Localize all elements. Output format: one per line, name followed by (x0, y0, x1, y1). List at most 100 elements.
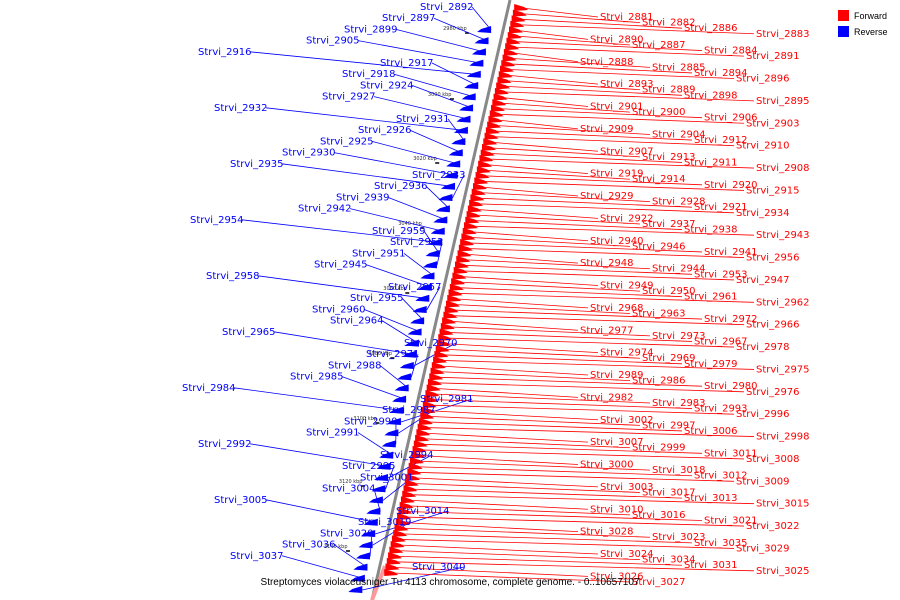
reverse-gene-label[interactable]: Strvi_2905 (306, 36, 360, 47)
reverse-gene-label[interactable]: Strvi_2988 (328, 360, 382, 371)
forward-gene-label[interactable]: Strvi_2913 (642, 152, 696, 163)
reverse-gene-label[interactable]: Strvi_2958 (206, 271, 260, 282)
reverse-gene-label[interactable]: Strvi_2981 (420, 394, 474, 405)
reverse-gene-label[interactable]: Strvi_2970 (404, 338, 458, 349)
reverse-gene-label[interactable]: Strvi_2924 (360, 80, 414, 91)
reverse-gene-label[interactable]: Strvi_2987 (382, 405, 436, 416)
forward-gene-label[interactable]: Strvi_3024 (600, 549, 654, 560)
forward-gene-label[interactable]: Strvi_3002 (600, 415, 654, 426)
reverse-gene-label[interactable]: Strvi_2985 (290, 372, 344, 383)
forward-gene-label[interactable]: Strvi_2950 (642, 286, 696, 297)
forward-gene-label[interactable]: Strvi_3008 (746, 454, 800, 465)
forward-gene-label[interactable]: Strvi_2915 (746, 185, 800, 196)
forward-gene-label[interactable]: Strvi_2908 (756, 163, 810, 174)
forward-gene-label[interactable]: Strvi_3000 (580, 460, 634, 471)
reverse-gene-label[interactable]: Strvi_3036 (282, 540, 336, 551)
reverse-gene-label[interactable]: Strvi_2930 (282, 148, 336, 159)
reverse-gene-label[interactable]: Strvi_2933 (412, 170, 466, 181)
forward-gene-label[interactable]: Strvi_2893 (600, 79, 654, 90)
reverse-gene-label[interactable]: Strvi_2935 (230, 159, 284, 170)
forward-gene-label[interactable]: Strvi_2997 (642, 420, 696, 431)
forward-gene-label[interactable]: Strvi_2904 (652, 129, 706, 140)
forward-gene-label[interactable]: Strvi_3013 (684, 493, 738, 504)
forward-gene-label[interactable]: Strvi_3007 (590, 437, 644, 448)
forward-gene-label[interactable]: Strvi_2885 (652, 62, 706, 73)
forward-gene-label[interactable]: Strvi_3022 (746, 521, 800, 532)
forward-gene-label[interactable]: Strvi_2890 (590, 34, 644, 45)
forward-gene-label[interactable]: Strvi_2966 (746, 320, 800, 331)
reverse-gene-label[interactable]: Strvi_2984 (182, 383, 236, 394)
forward-gene-label[interactable]: Strvi_3018 (652, 465, 706, 476)
forward-gene-label[interactable]: Strvi_3026 (590, 571, 644, 582)
reverse-gene-label[interactable]: Strvi_3037 (230, 551, 284, 562)
reverse-gene-label[interactable]: Strvi_2990 (344, 416, 398, 427)
forward-gene-label[interactable]: Strvi_3010 (590, 504, 644, 515)
forward-gene-label[interactable]: Strvi_2979 (684, 359, 738, 370)
forward-gene-label[interactable]: Strvi_2889 (642, 85, 696, 96)
forward-gene-label[interactable]: Strvi_2943 (756, 230, 810, 241)
reverse-gene-label[interactable]: Strvi_2892 (420, 2, 474, 13)
forward-gene-label[interactable]: Strvi_3023 (652, 532, 706, 543)
forward-gene-label[interactable]: Strvi_2886 (684, 23, 738, 34)
forward-gene-label[interactable]: Strvi_2887 (632, 40, 686, 51)
forward-gene-label[interactable]: Strvi_3009 (736, 476, 790, 487)
reverse-gene-label[interactable]: Strvi_3004 (322, 484, 376, 495)
forward-gene-label[interactable]: Strvi_2894 (694, 68, 748, 79)
forward-gene-label[interactable]: Strvi_2938 (684, 225, 738, 236)
reverse-gene-label[interactable]: Strvi_2965 (222, 327, 276, 338)
forward-gene-label[interactable]: Strvi_2947 (736, 275, 790, 286)
reverse-gene-label[interactable]: Strvi_2971 (366, 349, 420, 360)
forward-gene-label[interactable]: Strvi_2912 (694, 135, 748, 146)
reverse-gene-label[interactable]: Strvi_3005 (214, 495, 268, 506)
forward-gene-label[interactable]: Strvi_2910 (736, 141, 790, 152)
reverse-gene-label[interactable]: Strvi_2927 (322, 92, 376, 103)
forward-gene-label[interactable]: Strvi_2999 (632, 443, 686, 454)
forward-gene-label[interactable]: Strvi_2896 (736, 74, 790, 85)
forward-gene-label[interactable]: Strvi_3006 (684, 426, 738, 437)
forward-gene-label[interactable]: Strvi_3016 (632, 510, 686, 521)
forward-gene-label[interactable]: Strvi_2901 (590, 102, 644, 113)
reverse-gene-label[interactable]: Strvi_2897 (382, 13, 436, 24)
forward-gene-label[interactable]: Strvi_3011 (704, 448, 758, 459)
forward-gene-label[interactable]: Strvi_2883 (756, 29, 810, 40)
forward-gene-label[interactable]: Strvi_2996 (736, 409, 790, 420)
forward-gene-label[interactable]: Strvi_2929 (580, 191, 634, 202)
forward-gene-label[interactable]: Strvi_2978 (736, 342, 790, 353)
forward-gene-label[interactable]: Strvi_2989 (590, 370, 644, 381)
forward-gene-label[interactable]: Strvi_2884 (704, 46, 758, 57)
forward-gene-label[interactable]: Strvi_3027 (632, 577, 686, 588)
reverse-gene-label[interactable]: Strvi_2952 (390, 237, 444, 248)
forward-gene-label[interactable]: Strvi_2962 (756, 297, 810, 308)
forward-gene-label[interactable]: Strvi_2956 (746, 253, 800, 264)
forward-gene-label[interactable]: Strvi_2881 (600, 12, 654, 23)
forward-gene-label[interactable]: Strvi_2977 (580, 325, 634, 336)
forward-gene-label[interactable]: Strvi_2909 (580, 124, 634, 135)
reverse-gene-label[interactable]: Strvi_2926 (358, 125, 412, 136)
forward-gene-label[interactable]: Strvi_2941 (704, 247, 758, 258)
forward-gene-label[interactable]: Strvi_2968 (590, 303, 644, 314)
reverse-gene-label[interactable]: Strvi_2925 (320, 136, 374, 147)
forward-gene-label[interactable]: Strvi_2982 (580, 392, 634, 403)
forward-gene-label[interactable]: Strvi_3028 (580, 527, 634, 538)
reverse-gene-label[interactable]: Strvi_2964 (330, 316, 384, 327)
reverse-gene-label[interactable]: Strvi_2957 (388, 282, 442, 293)
reverse-gene-label[interactable]: Strvi_2939 (336, 192, 390, 203)
forward-gene-label[interactable]: Strvi_2903 (746, 118, 800, 129)
forward-gene-label[interactable]: Strvi_3034 (642, 555, 696, 566)
reverse-gene-label[interactable]: Strvi_2991 (306, 428, 360, 439)
forward-gene-label[interactable]: Strvi_2969 (642, 353, 696, 364)
forward-gene-label[interactable]: Strvi_3003 (600, 482, 654, 493)
reverse-gene-label[interactable]: Strvi_2960 (312, 304, 366, 315)
forward-gene-label[interactable]: Strvi_2946 (632, 241, 686, 252)
forward-gene-label[interactable]: Strvi_2888 (580, 57, 634, 68)
forward-gene-label[interactable]: Strvi_2907 (600, 146, 654, 157)
reverse-gene-label[interactable]: Strvi_2959 (372, 226, 426, 237)
forward-gene-label[interactable]: Strvi_2900 (632, 107, 686, 118)
forward-gene-label[interactable]: Strvi_2976 (746, 387, 800, 398)
forward-gene-label[interactable]: Strvi_2882 (642, 18, 696, 29)
forward-gene-label[interactable]: Strvi_2944 (652, 264, 706, 275)
forward-gene-label[interactable]: Strvi_2940 (590, 236, 644, 247)
reverse-gene-label[interactable]: Strvi_2951 (352, 248, 406, 259)
forward-gene-label[interactable]: Strvi_2914 (632, 174, 686, 185)
reverse-gene-label[interactable]: Strvi_2992 (198, 439, 252, 450)
